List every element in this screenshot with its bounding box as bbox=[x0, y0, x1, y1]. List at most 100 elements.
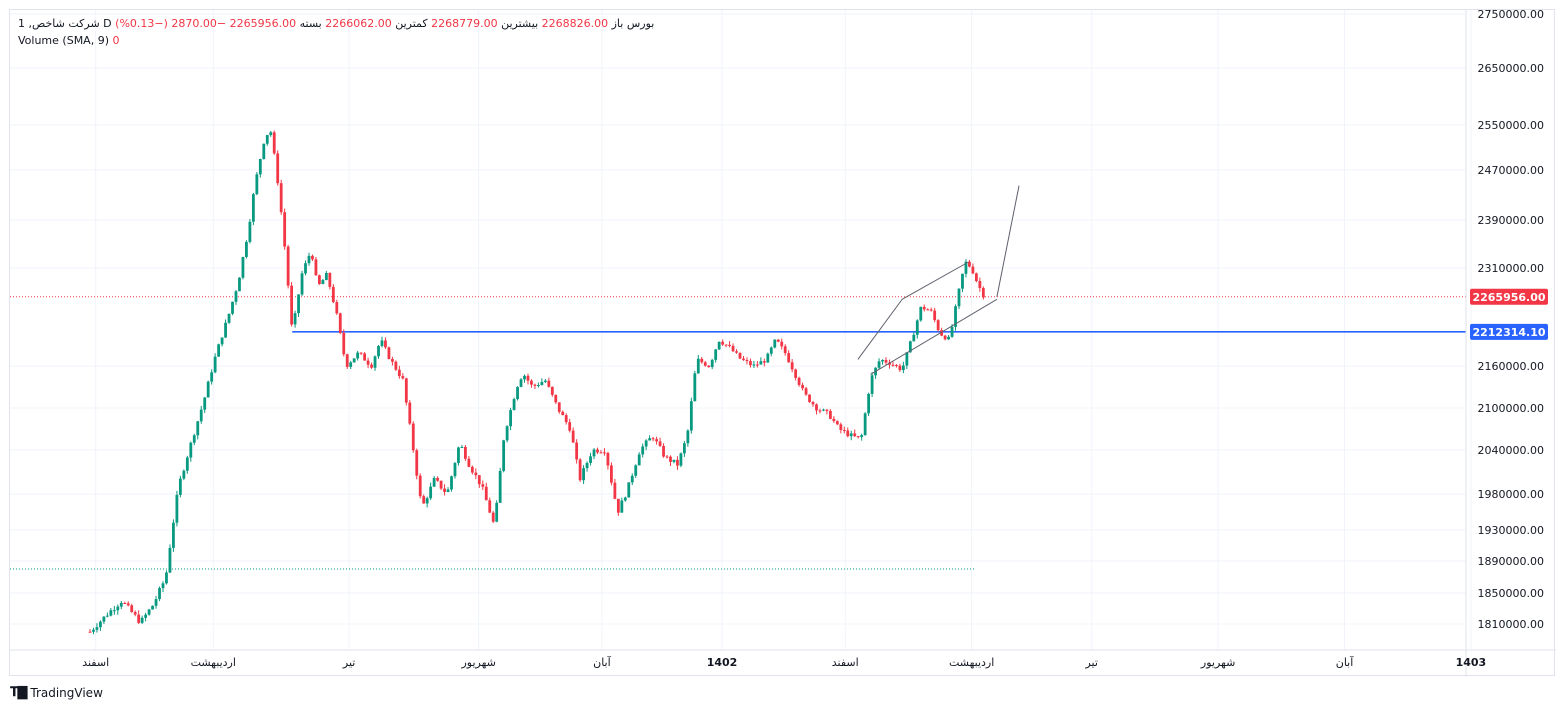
candle-body bbox=[623, 497, 627, 501]
candle-body bbox=[613, 482, 617, 499]
brand-name: TradingView bbox=[30, 685, 103, 700]
candle-body bbox=[512, 399, 516, 411]
candle-body bbox=[790, 362, 794, 370]
candle-body bbox=[877, 361, 881, 368]
candle-body bbox=[648, 438, 652, 441]
candle-body bbox=[217, 344, 221, 357]
candle-body bbox=[415, 450, 419, 476]
candle-body bbox=[703, 362, 707, 366]
candle-body bbox=[203, 397, 207, 410]
candle-body bbox=[828, 410, 832, 419]
x-tick-label: آبان bbox=[593, 655, 611, 669]
candle-body bbox=[745, 360, 749, 362]
candle-body bbox=[311, 255, 314, 260]
candle-body bbox=[797, 377, 801, 385]
candle-body bbox=[526, 375, 530, 381]
candle-body bbox=[561, 411, 565, 416]
x-tick-label: آبان bbox=[1336, 655, 1354, 669]
candle-body bbox=[637, 454, 641, 466]
candle-body bbox=[630, 475, 634, 483]
x-tick-label: تیر bbox=[1084, 656, 1097, 669]
candle-body bbox=[380, 340, 384, 347]
candle-body bbox=[154, 599, 158, 606]
candle-body bbox=[488, 500, 492, 513]
candle-body bbox=[397, 369, 401, 377]
volume-label[interactable]: Volume bbox=[18, 34, 59, 47]
candle-body bbox=[269, 132, 273, 136]
candle-body bbox=[901, 365, 905, 371]
candle-body bbox=[610, 465, 613, 483]
y-tick-label: 1890000.00 bbox=[1478, 555, 1544, 568]
candle-body bbox=[338, 313, 342, 333]
y-tick-label: 1850000.00 bbox=[1478, 587, 1544, 600]
candle-body bbox=[248, 221, 252, 242]
candle-body bbox=[575, 442, 579, 460]
close-label: بسته bbox=[299, 17, 322, 30]
candle-body bbox=[123, 602, 127, 604]
candle-body bbox=[286, 246, 290, 286]
candle-body bbox=[272, 132, 276, 154]
y-tick-label: 2470000.00 bbox=[1478, 164, 1544, 177]
x-tick-label: اسفند bbox=[82, 656, 109, 669]
candle-body bbox=[599, 452, 603, 454]
candle-body bbox=[957, 288, 961, 307]
candle-body bbox=[470, 466, 474, 473]
candle-body bbox=[290, 285, 294, 325]
symbol-name[interactable]: شرکت شاخص, 1 bbox=[18, 17, 100, 30]
candle-body bbox=[978, 281, 982, 288]
candle-body bbox=[231, 301, 234, 314]
x-tick-label: 1403 bbox=[1456, 656, 1487, 669]
candle-body bbox=[391, 359, 394, 362]
open-label: باز bbox=[611, 17, 624, 30]
candle-body bbox=[891, 364, 895, 366]
chart-frame[interactable]: 2750000.00 2650000.00 2550000.00 2470000.00… bbox=[9, 9, 1556, 677]
candle-body bbox=[682, 443, 686, 454]
candle-body bbox=[297, 294, 300, 314]
candle-body bbox=[679, 453, 683, 466]
candle-body bbox=[644, 440, 648, 447]
trend-line bbox=[857, 299, 903, 360]
candle-body bbox=[915, 320, 919, 335]
candle-body bbox=[603, 452, 606, 454]
candle-body bbox=[119, 602, 123, 607]
candle-body bbox=[460, 446, 464, 448]
tradingview-brand[interactable]: 𝐓▇ TradingView bbox=[10, 685, 103, 700]
candle-body bbox=[589, 456, 592, 463]
candle-body bbox=[596, 449, 599, 453]
candle-body bbox=[849, 433, 853, 437]
x-tick-label: شهریور bbox=[460, 656, 495, 669]
candle-body bbox=[133, 612, 137, 615]
candle-body bbox=[161, 583, 165, 589]
close-value: 2265956.00 bbox=[229, 17, 297, 30]
candle-body bbox=[283, 212, 287, 247]
x-tick-label: اردیبهشت bbox=[949, 656, 994, 669]
candle-body bbox=[620, 500, 624, 513]
candle-body bbox=[651, 438, 655, 440]
candle-body bbox=[189, 442, 193, 458]
candle-body bbox=[571, 430, 575, 443]
candle-body bbox=[279, 183, 283, 213]
candle-body bbox=[568, 422, 572, 431]
candle-body bbox=[495, 502, 499, 522]
candle-body bbox=[731, 345, 735, 352]
last-price-badge-bg bbox=[1470, 288, 1548, 305]
candle-body bbox=[961, 273, 964, 289]
candle-body bbox=[755, 364, 759, 366]
time-axis[interactable]: اسفند اردیبهشت تیر شهریور آبان 1402 اسفند اردیب… bbox=[10, 649, 1556, 669]
candle-body bbox=[818, 410, 822, 412]
candle-body bbox=[947, 336, 950, 340]
candle-body bbox=[693, 373, 697, 402]
candle-body bbox=[158, 588, 161, 600]
candle-body bbox=[411, 423, 415, 451]
candle-body bbox=[251, 194, 255, 222]
price-chart[interactable]: 2750000.00 2650000.00 2550000.00 2470000.00… bbox=[10, 10, 1556, 677]
candle-body bbox=[912, 334, 916, 342]
candle-body bbox=[144, 614, 148, 618]
price-axis[interactable]: 2750000.00 2650000.00 2550000.00 2470000.00… bbox=[1465, 10, 1544, 677]
candle-body bbox=[689, 401, 693, 431]
candle-body bbox=[446, 489, 450, 492]
candle-body bbox=[943, 335, 947, 340]
candle-body bbox=[147, 609, 151, 615]
candle-body bbox=[238, 277, 241, 292]
candle-body bbox=[516, 386, 519, 400]
